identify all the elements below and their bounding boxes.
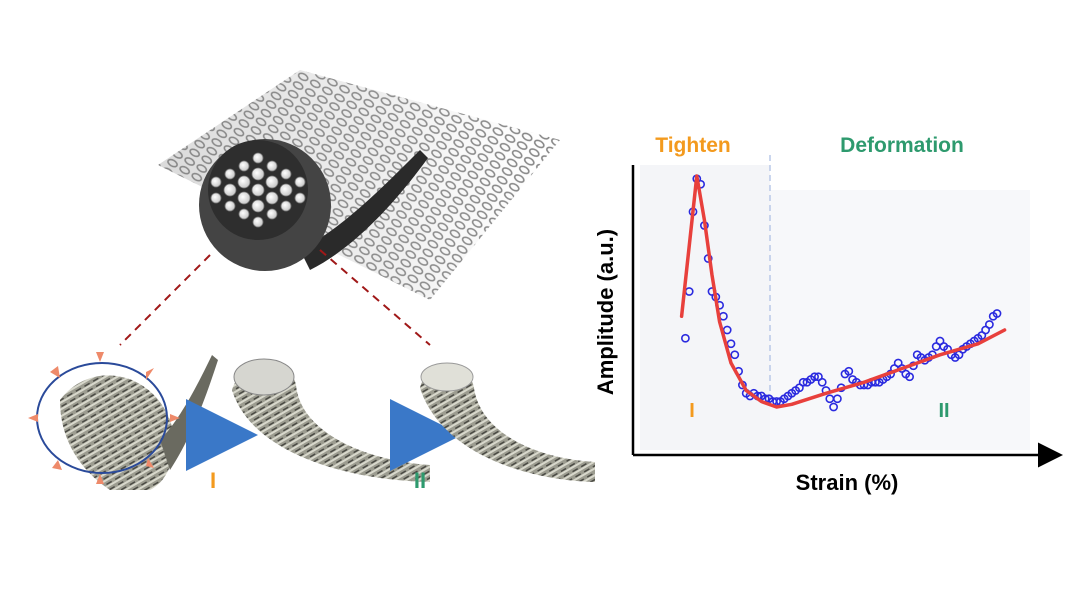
stage-label-2: II — [414, 468, 426, 493]
deformed-yarn-end — [420, 362, 474, 392]
deformed-yarn — [420, 367, 595, 482]
data-point — [772, 397, 781, 406]
x-axis-label: Strain (%) — [796, 470, 899, 495]
yarn-sequence: I II — [28, 352, 595, 493]
fabric-illustration — [119, 70, 560, 346]
tightened-yarn — [232, 364, 430, 482]
tighten-region — [640, 165, 770, 450]
yarn-tail — [300, 150, 428, 270]
data-point — [844, 366, 854, 376]
zoom-line-right — [319, 249, 431, 346]
tightened-yarn-end — [233, 358, 295, 396]
loose-yarn-tail — [160, 355, 218, 470]
data-point — [730, 350, 740, 360]
fabric-sheet-shade — [158, 70, 560, 300]
compression-arrows — [28, 352, 180, 484]
yarn-rod-ends — [210, 152, 306, 228]
deformation-region — [770, 190, 1030, 450]
deformation-label: Deformation — [840, 134, 964, 157]
data-point — [905, 372, 914, 382]
zoom-line-left — [119, 254, 211, 346]
data-point — [681, 333, 690, 343]
fit-curve — [679, 174, 1007, 409]
phase-label-1: I — [689, 400, 695, 422]
loose-yarn-body — [60, 375, 174, 490]
stage-label-1: I — [210, 468, 216, 493]
data-point — [992, 309, 1002, 318]
amplitude-chart: Tighten Deformation I II Strain (%) Ampl… — [593, 134, 1063, 495]
data-point — [829, 402, 838, 412]
phase-label-2: II — [938, 400, 949, 422]
data-point — [817, 377, 827, 387]
data-point — [798, 377, 808, 387]
data-point — [810, 372, 819, 382]
data-point — [833, 394, 842, 404]
data-point — [985, 320, 994, 329]
tighten-label: Tighten — [655, 134, 730, 157]
y-axis-label: Amplitude (a.u.) — [593, 229, 618, 395]
